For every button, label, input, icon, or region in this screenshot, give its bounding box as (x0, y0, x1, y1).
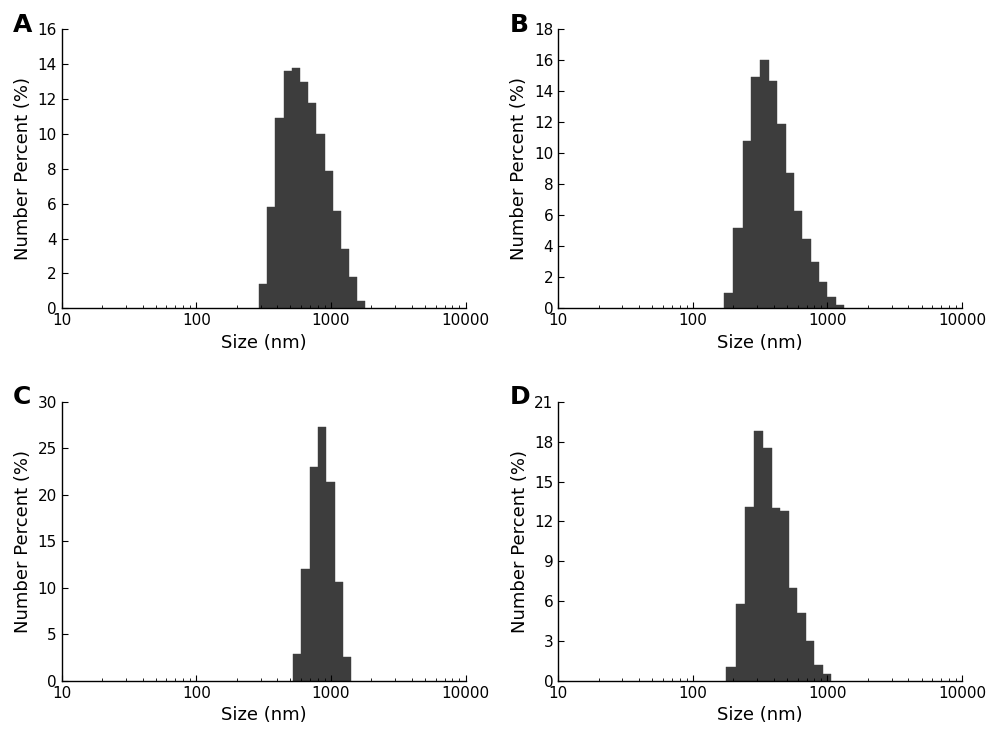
Text: B: B (510, 13, 529, 37)
Bar (357, 301, 365, 308)
Bar (318, 427, 326, 680)
Bar (301, 569, 310, 680)
Text: D: D (510, 385, 530, 409)
Bar (794, 210, 802, 308)
Bar (343, 657, 351, 680)
Bar (769, 80, 777, 308)
Bar (827, 297, 836, 308)
Bar (333, 210, 341, 308)
Bar (325, 170, 333, 308)
Bar (341, 249, 349, 308)
Bar (836, 305, 844, 308)
Bar (777, 124, 786, 308)
Bar (743, 141, 751, 308)
Bar (335, 582, 343, 680)
Bar (259, 284, 267, 308)
Bar (806, 641, 814, 680)
Bar (789, 587, 797, 680)
Y-axis label: Number Percent (%): Number Percent (%) (14, 77, 32, 261)
Bar (292, 68, 300, 308)
Bar (349, 277, 357, 308)
Y-axis label: Number Percent (%): Number Percent (%) (511, 449, 529, 632)
Y-axis label: Number Percent (%): Number Percent (%) (510, 77, 528, 261)
X-axis label: Size (nm): Size (nm) (221, 706, 306, 724)
Bar (754, 431, 763, 680)
Bar (308, 103, 316, 308)
Bar (310, 467, 318, 680)
Text: C: C (13, 385, 32, 409)
Bar (300, 82, 308, 308)
Bar (284, 71, 292, 308)
X-axis label: Size (nm): Size (nm) (717, 334, 803, 351)
Bar (326, 482, 335, 680)
Bar (267, 207, 275, 308)
Bar (814, 665, 823, 680)
Bar (802, 238, 811, 308)
Bar (760, 61, 769, 308)
Bar (745, 507, 754, 680)
Bar (733, 227, 743, 308)
Text: A: A (13, 13, 33, 37)
Bar (293, 654, 301, 680)
X-axis label: Size (nm): Size (nm) (221, 334, 306, 351)
Bar (726, 667, 736, 680)
Bar (823, 674, 831, 680)
Bar (751, 77, 760, 308)
Bar (786, 173, 794, 308)
Bar (763, 448, 772, 680)
Bar (780, 511, 789, 680)
Bar (811, 262, 819, 308)
Bar (724, 293, 733, 308)
Bar (797, 613, 806, 680)
X-axis label: Size (nm): Size (nm) (717, 706, 803, 724)
Bar (316, 134, 325, 308)
Bar (772, 508, 780, 680)
Bar (275, 118, 284, 308)
Bar (819, 282, 827, 308)
Bar (736, 604, 745, 680)
Y-axis label: Number Percent (%): Number Percent (%) (14, 449, 32, 632)
